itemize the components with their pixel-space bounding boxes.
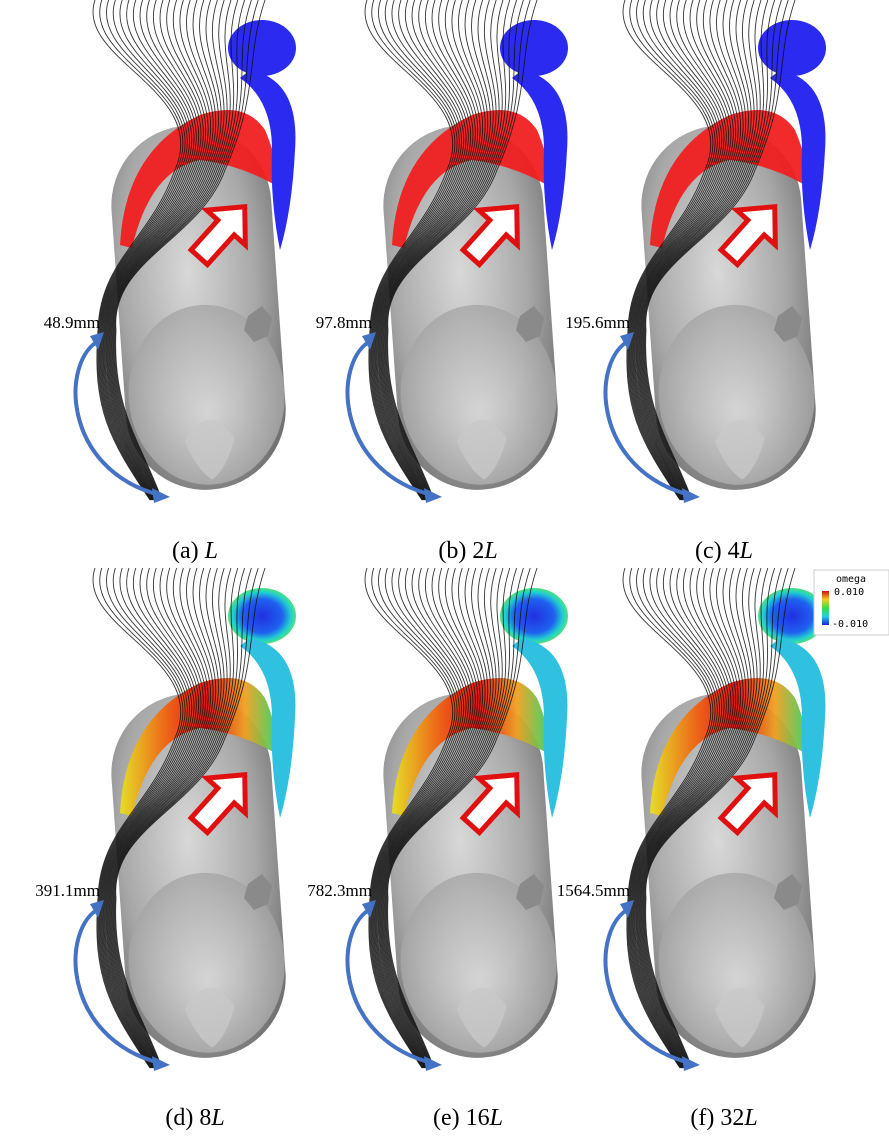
panel: 391.1mm <box>35 568 296 1071</box>
length-label: 48.9mm <box>44 313 100 332</box>
length-symbol: L <box>739 538 753 564</box>
panel-letter: (b) <box>438 538 466 564</box>
colorbar-max: 0.010 <box>834 587 864 598</box>
panel-multiplier: 8 <box>199 1105 211 1131</box>
panel-multiplier: 4 <box>728 538 740 564</box>
length-label: 97.8mm <box>316 313 372 332</box>
panel: 782.3mm <box>307 568 568 1071</box>
arrowhead <box>424 488 442 503</box>
arrowhead <box>152 488 170 503</box>
length-label: 195.6mm <box>565 313 630 332</box>
length-symbol: L <box>204 538 218 564</box>
panel: 97.8mm <box>316 0 568 503</box>
panel-multiplier: 16 <box>466 1105 490 1131</box>
panel: 1564.5mm <box>557 568 826 1071</box>
panel-multiplier: 2 <box>472 538 484 564</box>
length-symbol: L <box>489 1105 503 1131</box>
panel: 195.6mm <box>565 0 826 503</box>
arrowhead <box>424 1056 442 1071</box>
colorbar <box>822 591 829 625</box>
arrowhead <box>682 488 700 503</box>
panel-multiplier: 32 <box>720 1105 744 1131</box>
colorbar-min: -0.010 <box>832 619 868 630</box>
panel-caption: (b) 2L <box>438 538 497 564</box>
panel-letter: (e) <box>433 1105 460 1131</box>
panel-caption: (d) 8L <box>165 1105 224 1131</box>
panel-letter: (a) <box>172 538 199 564</box>
length-label: 1564.5mm <box>557 881 630 900</box>
colorbar-title: omega <box>836 574 866 585</box>
panel-letter: (c) <box>695 538 722 564</box>
panel-caption: (c) 4L <box>695 538 753 564</box>
length-symbol: L <box>210 1105 224 1131</box>
panel-caption: (f) 32L <box>690 1105 757 1131</box>
panel-letter: (d) <box>165 1105 193 1131</box>
length-symbol: L <box>483 538 497 564</box>
length-label: 782.3mm <box>307 881 372 900</box>
length-label: 391.1mm <box>35 881 100 900</box>
panel: 48.9mm <box>44 0 296 503</box>
panel-caption: (a) L <box>172 538 218 564</box>
length-symbol: L <box>743 1105 757 1131</box>
panel-caption: (e) 16L <box>433 1105 503 1131</box>
figure: 48.9mm(a) L97.8mm(b) 2L195.6mm(c) 4L391.… <box>0 0 889 1140</box>
panel-letter: (f) <box>690 1105 714 1131</box>
arrowhead <box>682 1056 700 1071</box>
arrowhead <box>152 1056 170 1071</box>
